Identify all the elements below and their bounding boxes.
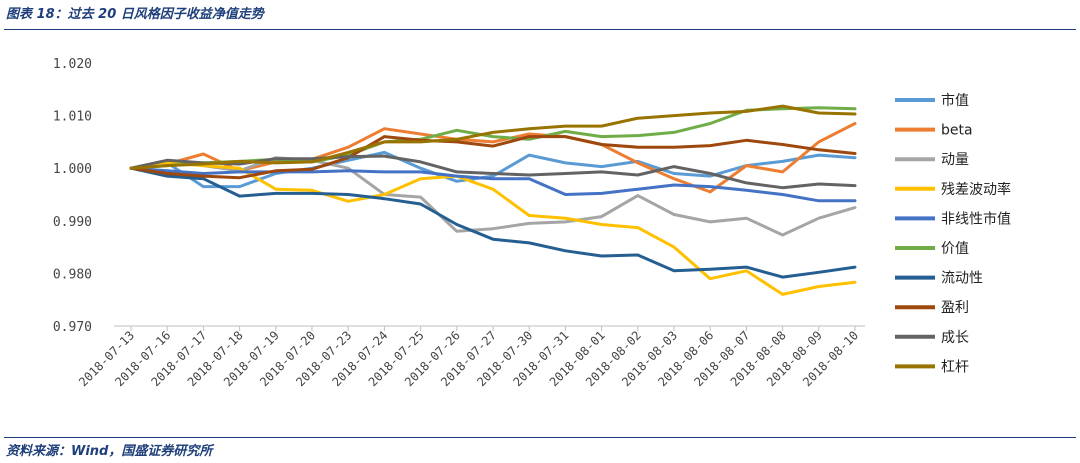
series-line [129,135,857,180]
chart-axes: 1.0201.0101.0000.9900.9800.9702018-07-13… [53,57,865,389]
legend-label: 非线性市值 [941,210,1011,227]
y-tick-label: 0.980 [53,267,92,282]
legend-label: 杠杆 [941,359,969,375]
series-line [129,156,857,237]
y-tick-label: 1.000 [53,162,92,177]
series-line [129,106,857,170]
y-tick-label: 1.010 [53,110,92,125]
series-line [129,166,857,279]
legend-label: 成长 [941,330,969,346]
y-tick-label: 1.020 [53,57,92,72]
source-note: 资料来源：Wind，国盛证券研究所 [6,444,213,459]
legend-label: 市值 [941,92,969,109]
title-rule [4,29,1076,30]
legend-label: 盈利 [941,300,969,316]
legend-label: 价值 [941,241,969,257]
chart-series [129,104,857,296]
series-line [129,166,857,203]
legend-label: 动量 [941,152,969,168]
legend-label: 残差波动率 [941,181,1011,198]
source-rule [4,437,1076,438]
y-tick-label: 0.970 [53,320,92,335]
series-line [129,104,857,170]
figure-title: 图表 18：过去 20 日风格因子收益净值走势 [6,7,264,22]
y-tick-label: 0.990 [53,215,92,230]
legend-label: 流动性 [941,271,983,287]
series-line [129,150,857,189]
legend-label: beta [941,123,973,139]
